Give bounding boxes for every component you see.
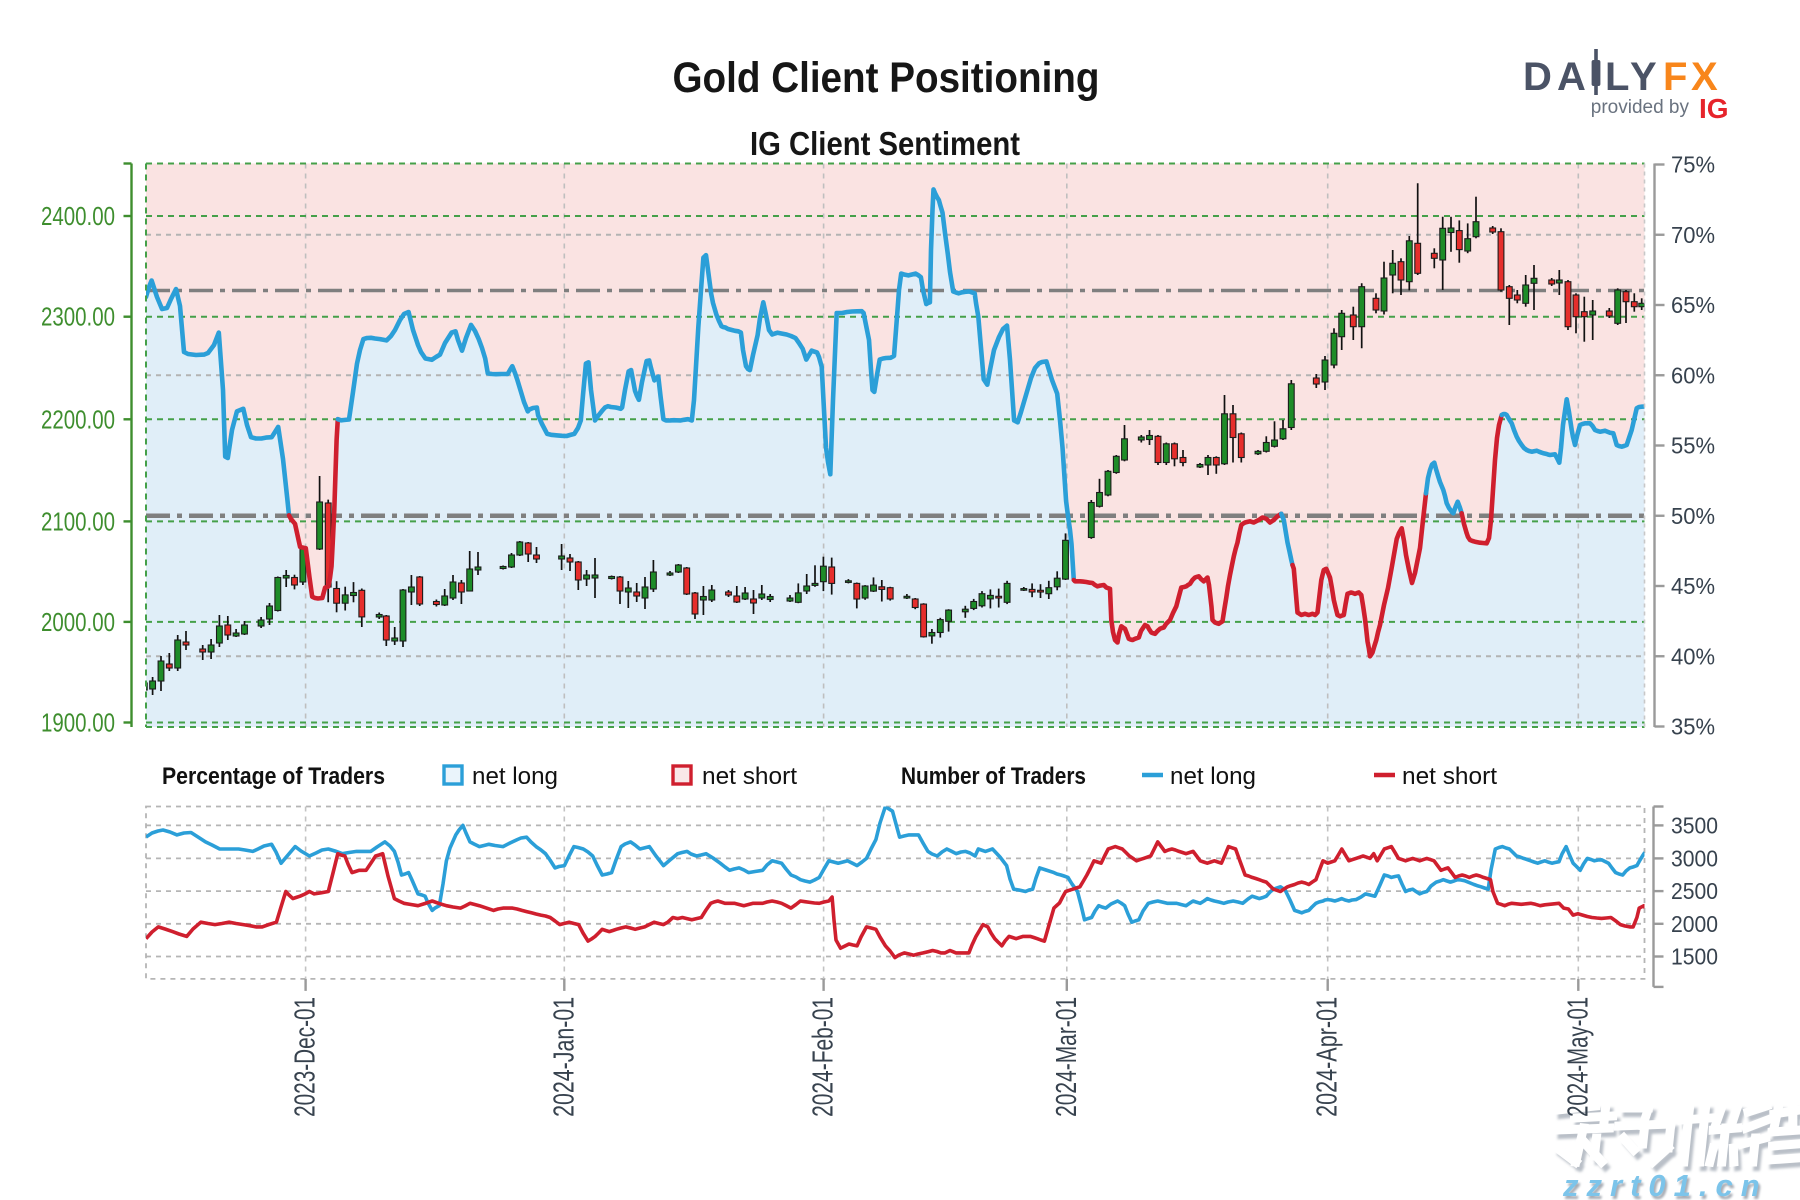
svg-text:2500: 2500 (1671, 878, 1718, 904)
svg-text:Gold Client Positioning: Gold Client Positioning (673, 54, 1100, 102)
svg-text:IG: IG (1699, 93, 1729, 124)
svg-text:net short: net short (702, 763, 797, 790)
svg-text:50%: 50% (1671, 503, 1715, 529)
svg-text:75%: 75% (1671, 152, 1715, 178)
svg-text:2300.00: 2300.00 (41, 304, 115, 332)
svg-text:2000.00: 2000.00 (41, 609, 115, 637)
svg-text:70%: 70% (1671, 222, 1715, 248)
svg-text:2000: 2000 (1671, 911, 1718, 937)
svg-text:3500: 3500 (1671, 812, 1718, 838)
svg-text:1500: 1500 (1671, 944, 1718, 970)
svg-text:zzrt01.cn: zzrt01.cn (1562, 1168, 1768, 1200)
svg-text:net long: net long (472, 763, 558, 790)
svg-text:X: X (1691, 55, 1718, 99)
svg-text:net short: net short (1402, 763, 1497, 790)
svg-text:2024-Apr-01: 2024-Apr-01 (1312, 997, 1344, 1117)
svg-text:60%: 60% (1671, 362, 1715, 388)
svg-text:Number of Traders: Number of Traders (901, 763, 1086, 790)
svg-text:35%: 35% (1671, 714, 1715, 740)
svg-text:2024-Mar-01: 2024-Mar-01 (1051, 997, 1083, 1117)
svg-text:2100.00: 2100.00 (41, 508, 115, 536)
svg-text:L: L (1605, 55, 1629, 99)
svg-text:55%: 55% (1671, 433, 1715, 459)
svg-text:2400.00: 2400.00 (41, 203, 115, 231)
svg-text:2200.00: 2200.00 (41, 406, 115, 434)
svg-text:2024-May-01: 2024-May-01 (1562, 997, 1594, 1117)
svg-text:A: A (1557, 55, 1586, 99)
svg-text:IG Client Sentiment: IG Client Sentiment (750, 125, 1020, 162)
svg-text:2023-Dec-01: 2023-Dec-01 (290, 997, 322, 1117)
svg-text:2024-Jan-01: 2024-Jan-01 (548, 997, 580, 1117)
svg-text:F: F (1663, 55, 1687, 99)
svg-text:2024-Feb-01: 2024-Feb-01 (808, 997, 840, 1117)
svg-text:1900.00: 1900.00 (41, 710, 115, 738)
svg-text:Percentage of Traders: Percentage of Traders (162, 763, 385, 790)
svg-text:D: D (1523, 55, 1552, 99)
svg-text:40%: 40% (1671, 643, 1715, 669)
svg-text:45%: 45% (1671, 573, 1715, 599)
svg-text:3000: 3000 (1671, 845, 1718, 871)
svg-text:provided by: provided by (1591, 97, 1690, 118)
svg-text:net long: net long (1170, 763, 1256, 790)
svg-text:65%: 65% (1671, 292, 1715, 318)
svg-text:Y: Y (1630, 55, 1657, 99)
